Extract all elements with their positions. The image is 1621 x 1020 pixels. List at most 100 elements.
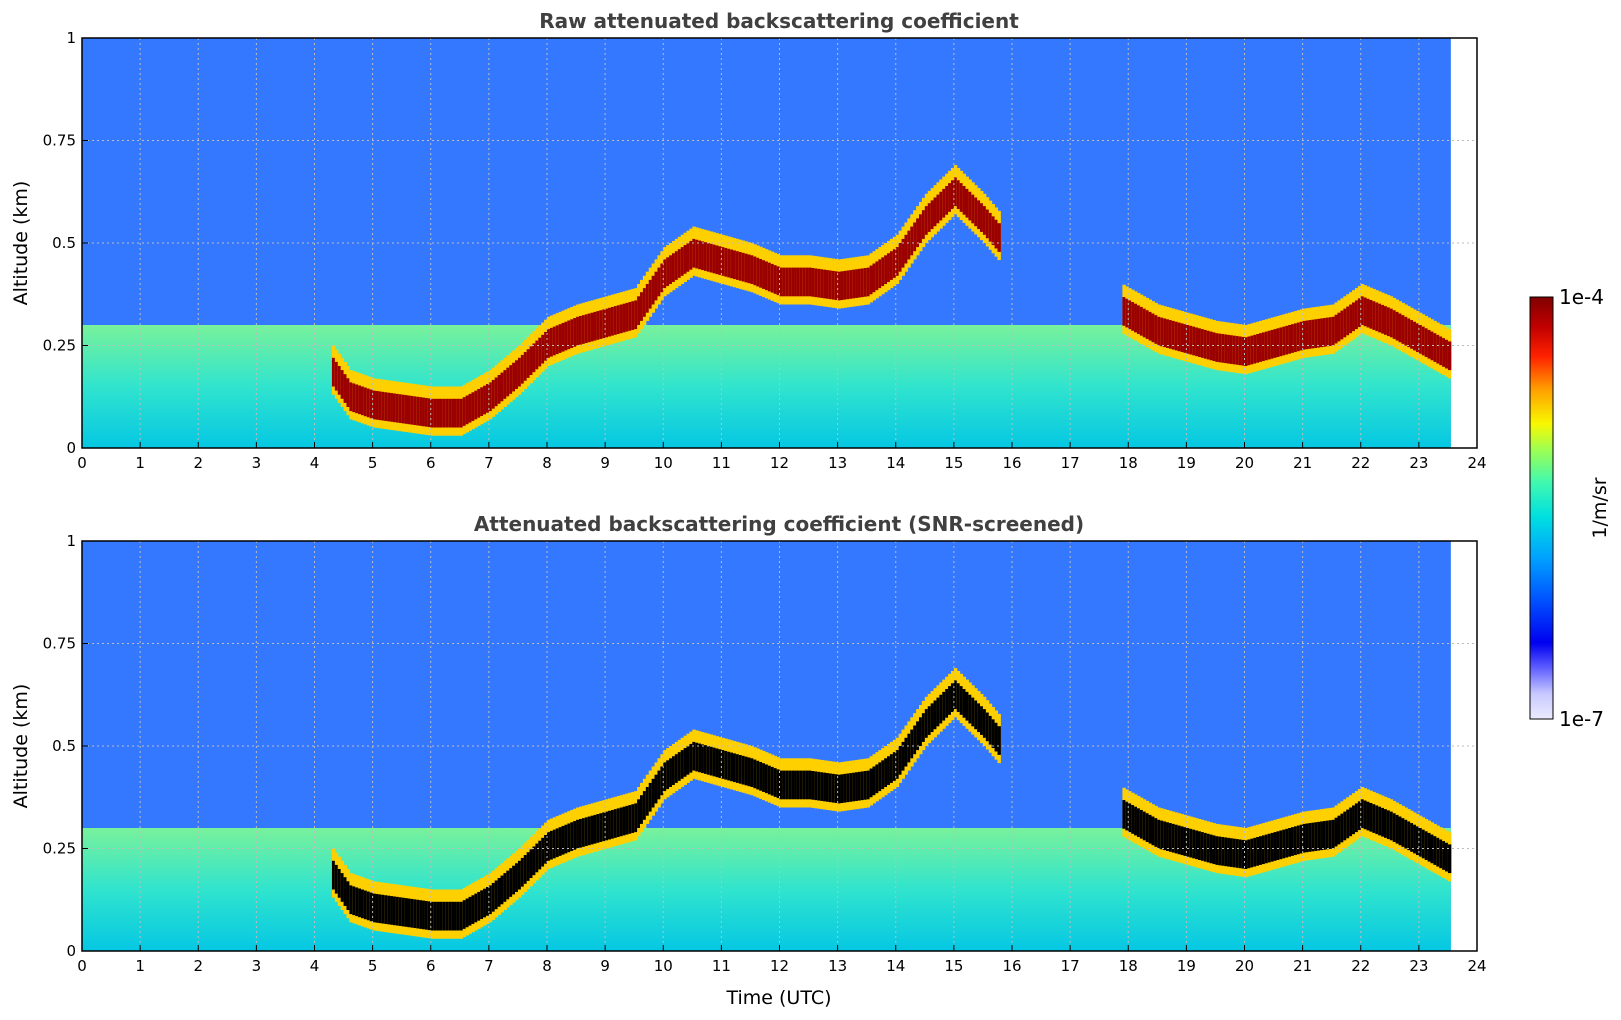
heatmap-layer-core bbox=[1238, 336, 1243, 366]
heatmap-layer-core bbox=[390, 896, 394, 925]
heatmap-layer-core bbox=[448, 901, 452, 931]
heatmap-layer-core bbox=[436, 398, 440, 428]
x-tick-label: 12 bbox=[770, 454, 789, 472]
heatmap-layer-core bbox=[404, 395, 408, 424]
heatmap-layer-core bbox=[750, 758, 754, 787]
heatmap-layer-core bbox=[1183, 324, 1187, 353]
heatmap-layer-core bbox=[1221, 837, 1225, 866]
heatmap-layer-core bbox=[555, 325, 560, 355]
heatmap-layer-core bbox=[471, 392, 475, 421]
heatmap-layer-core bbox=[590, 312, 594, 342]
heatmap-layer-core bbox=[1418, 828, 1423, 857]
heatmap-layer-core bbox=[427, 901, 432, 931]
heatmap-layer-core bbox=[334, 361, 339, 391]
heatmap-layer-core bbox=[1421, 829, 1426, 859]
heatmap-layer-core bbox=[756, 760, 760, 790]
heatmap-layer-core bbox=[1163, 821, 1167, 851]
heatmap-layer-core bbox=[852, 269, 856, 299]
heatmap-layer-core bbox=[648, 782, 653, 812]
heatmap-layer-core bbox=[500, 875, 504, 905]
heatmap-layer-core bbox=[826, 773, 830, 802]
heatmap-layer-core bbox=[904, 234, 908, 264]
heatmap-layer-core bbox=[1151, 313, 1155, 343]
heatmap-layer-core bbox=[1232, 838, 1237, 868]
x-tick-label: 16 bbox=[1002, 957, 1021, 975]
heatmap-layer-core bbox=[1404, 819, 1408, 849]
x-tick-label: 11 bbox=[712, 957, 731, 975]
heatmap-layer-core bbox=[503, 873, 507, 902]
heatmap-layer-core bbox=[997, 726, 1001, 755]
heatmap-layer-core bbox=[666, 257, 670, 287]
heatmap-layer-core bbox=[526, 349, 531, 378]
heatmap-layer-core bbox=[1224, 334, 1228, 364]
heatmap-layer-core bbox=[1166, 319, 1170, 348]
heatmap-layer-core bbox=[1227, 837, 1231, 867]
heatmap-layer-core bbox=[959, 183, 964, 212]
heatmap-layer-core bbox=[1340, 310, 1344, 340]
heatmap-layer-core bbox=[857, 268, 862, 298]
heatmap-layer-core bbox=[974, 700, 978, 730]
heatmap-layer-core bbox=[410, 395, 414, 425]
heatmap-layer-core bbox=[831, 773, 836, 803]
heatmap-layer-core bbox=[1349, 304, 1353, 334]
heatmap-layer-core bbox=[811, 268, 815, 297]
heatmap-layer-core bbox=[433, 901, 438, 931]
heatmap-layer-core bbox=[477, 388, 481, 418]
heatmap-layer-core bbox=[919, 717, 923, 746]
heatmap-layer-core bbox=[474, 893, 478, 923]
heatmap-layer-core bbox=[631, 804, 635, 833]
heatmap-layer-core bbox=[887, 253, 891, 282]
heatmap-layer-core bbox=[654, 271, 658, 301]
heatmap-layer-core bbox=[1282, 326, 1286, 356]
heatmap-layer-core bbox=[811, 771, 815, 800]
heatmap-layer-core bbox=[576, 819, 580, 849]
heatmap-layer-core bbox=[523, 352, 528, 381]
heatmap-layer-core bbox=[439, 398, 443, 428]
heatmap-layer-core bbox=[1424, 831, 1429, 860]
heatmap-layer-core bbox=[945, 689, 949, 718]
heatmap-layer-core bbox=[1131, 302, 1135, 331]
heatmap-layer-core bbox=[927, 203, 932, 232]
heatmap-layer-core bbox=[1305, 320, 1309, 350]
heatmap-layer-core bbox=[933, 197, 937, 227]
heatmap-layer-core bbox=[547, 832, 551, 861]
heatmap-layer-core bbox=[689, 240, 693, 270]
heatmap-layer-core bbox=[1229, 335, 1234, 364]
heatmap-layer-core bbox=[1186, 325, 1190, 354]
heatmap-layer-core bbox=[1311, 319, 1315, 349]
heatmap-layer-core bbox=[977, 200, 981, 230]
heatmap-layer-core bbox=[895, 247, 900, 276]
heatmap-layer-core bbox=[863, 771, 868, 800]
heatmap-layer-core bbox=[1235, 336, 1240, 365]
heatmap-layer-core bbox=[523, 855, 528, 884]
heatmap-layer-core bbox=[613, 306, 618, 335]
heatmap-layer-core bbox=[1378, 806, 1382, 836]
heatmap-layer-core bbox=[1189, 325, 1193, 355]
heatmap-layer-core bbox=[1299, 321, 1304, 351]
heatmap-layer-core bbox=[337, 366, 342, 395]
heatmap-layer-core bbox=[363, 890, 368, 920]
heatmap-layer-core bbox=[1227, 334, 1231, 364]
heatmap-layer-core bbox=[892, 249, 897, 278]
x-tick-label: 8 bbox=[542, 957, 552, 975]
heatmap-layer-core bbox=[991, 216, 996, 246]
heatmap-layer-core bbox=[898, 243, 903, 272]
heatmap-layer-core bbox=[776, 769, 780, 799]
x-tick-label: 23 bbox=[1409, 957, 1428, 975]
heatmap-layer-core bbox=[410, 898, 414, 928]
heatmap-layer-core bbox=[1401, 818, 1405, 847]
heatmap-layer-core bbox=[1442, 841, 1446, 870]
heatmap-layer-core bbox=[497, 375, 501, 404]
heatmap-layer-core bbox=[570, 319, 574, 348]
heatmap-layer-core bbox=[610, 809, 615, 839]
heatmap-layer-core bbox=[805, 770, 810, 800]
heatmap-layer-core bbox=[352, 383, 356, 413]
heatmap-layer-core bbox=[433, 398, 438, 428]
heatmap-layer-core bbox=[596, 814, 600, 843]
heatmap-layer-core bbox=[657, 770, 661, 800]
heatmap-layer-core bbox=[1148, 311, 1152, 341]
heatmap-layer-core bbox=[1410, 320, 1414, 349]
heatmap-layer-core bbox=[1177, 825, 1182, 855]
heatmap-layer-core bbox=[581, 315, 586, 344]
heatmap-layer-core bbox=[628, 302, 632, 331]
